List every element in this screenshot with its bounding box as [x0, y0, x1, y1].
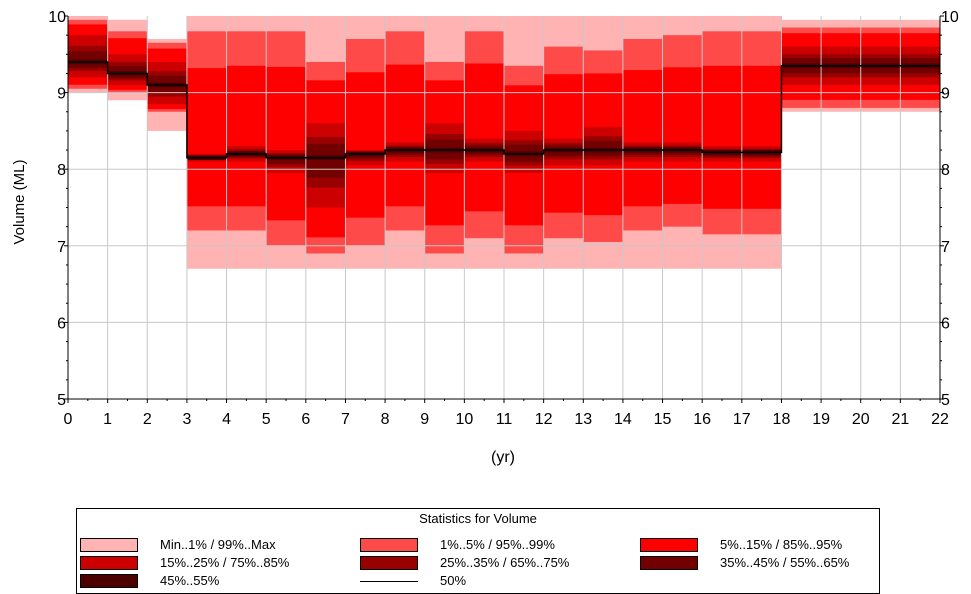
- x-tick-label: 4: [222, 411, 231, 428]
- x-tick-label: 22: [931, 411, 949, 428]
- x-tick-label: 5: [262, 411, 271, 428]
- y-tick-label-right: 8: [941, 162, 950, 179]
- x-tick-label: 2: [143, 411, 152, 428]
- band-rect: [662, 67, 703, 204]
- legend-label: 1%..5% / 95%..99%: [440, 537, 555, 552]
- x-tick-label: 11: [496, 411, 513, 428]
- legend-swatch: [360, 538, 418, 552]
- legend-title: Statistics for Volume: [419, 511, 537, 526]
- y-tick-label-left: 5: [57, 392, 66, 409]
- legend-label: 25%..35% / 65%..75%: [440, 555, 570, 570]
- y-tick-label-right: 10: [941, 9, 959, 26]
- legend-swatch: [80, 556, 138, 570]
- volume-statistics-chart: 0 1 2 3 4 5 6 7 8 9 10 11 12 13 14 15 16 17 18 19 20 21 225 56 6…: [11, 9, 959, 466]
- x-tick-label: 15: [654, 411, 672, 428]
- band-rect: [702, 65, 742, 209]
- legend: Statistics for Volume Min..1% / 99%..Max…: [76, 508, 880, 594]
- band-rect: [305, 143, 346, 178]
- legend-swatch: [80, 538, 138, 552]
- x-tick-label: 13: [574, 411, 592, 428]
- x-tick-label: 12: [535, 411, 553, 428]
- band-rect: [464, 63, 504, 212]
- x-axis-label: (yr): [491, 449, 515, 466]
- y-axis-label: Volume (ML): [11, 159, 28, 244]
- legend-swatch: [80, 574, 138, 588]
- x-tick-label: 17: [733, 411, 751, 428]
- y-tick-label-left: 9: [57, 86, 66, 103]
- y-tick-label-right: 9: [941, 86, 950, 103]
- legend-label: 15%..25% / 75%..85%: [160, 555, 290, 570]
- y-tick-label-right: 6: [941, 315, 950, 332]
- x-tick-label: 0: [64, 411, 73, 428]
- y-tick-label-right: 5: [941, 392, 950, 409]
- y-tick-label-left: 7: [57, 239, 66, 256]
- band-rect: [186, 68, 227, 207]
- x-tick-label: 7: [341, 411, 350, 428]
- x-tick-label: 21: [891, 411, 909, 428]
- axes: [64, 15, 944, 403]
- median-line: [68, 61, 940, 159]
- legend-label: 50%: [440, 573, 467, 588]
- x-tick-label: 19: [812, 411, 830, 428]
- band-rect: [385, 64, 425, 207]
- x-tick-label: 16: [693, 411, 711, 428]
- x-tick-label: 20: [852, 411, 870, 428]
- legend-label: 35%..45% / 55%..65%: [720, 555, 850, 570]
- x-tick-label: 3: [182, 411, 191, 428]
- legend-label: 5%..15% / 85%..95%: [720, 537, 843, 552]
- y-tick-label-left: 10: [48, 9, 66, 26]
- x-tick-label: 6: [301, 411, 310, 428]
- median-series-line: [68, 61, 940, 159]
- legend-swatch: [640, 556, 698, 570]
- band-rect: [741, 65, 782, 209]
- band-rect: [622, 70, 663, 207]
- x-tick-label: 14: [614, 411, 632, 428]
- gridlines: [68, 16, 940, 399]
- x-tick-label: 10: [455, 411, 473, 428]
- y-tick-label-left: 8: [57, 162, 66, 179]
- band-rect: [226, 65, 267, 207]
- band-rect: [345, 72, 386, 218]
- y-tick-label-left: 6: [57, 315, 66, 332]
- x-tick-label: 1: [103, 411, 112, 428]
- tick-labels: 0 1 2 3 4 5 6 7 8 9 10 11 12 13 14 15 16 17 18 19 20 21 225 56 6…: [48, 9, 959, 428]
- legend-swatch: [360, 556, 418, 570]
- x-tick-label: 8: [381, 411, 390, 428]
- legend-swatch: [640, 538, 698, 552]
- x-tick-label: 9: [420, 411, 429, 428]
- legend-line: [360, 581, 418, 582]
- x-tick-label: 18: [773, 411, 791, 428]
- legend-label: Min..1% / 99%..Max: [160, 537, 276, 552]
- band-rect: [266, 66, 306, 221]
- legend-label: 45%..55%: [160, 573, 220, 588]
- percentile-bands: [68, 16, 940, 269]
- y-tick-label-right: 7: [941, 239, 950, 256]
